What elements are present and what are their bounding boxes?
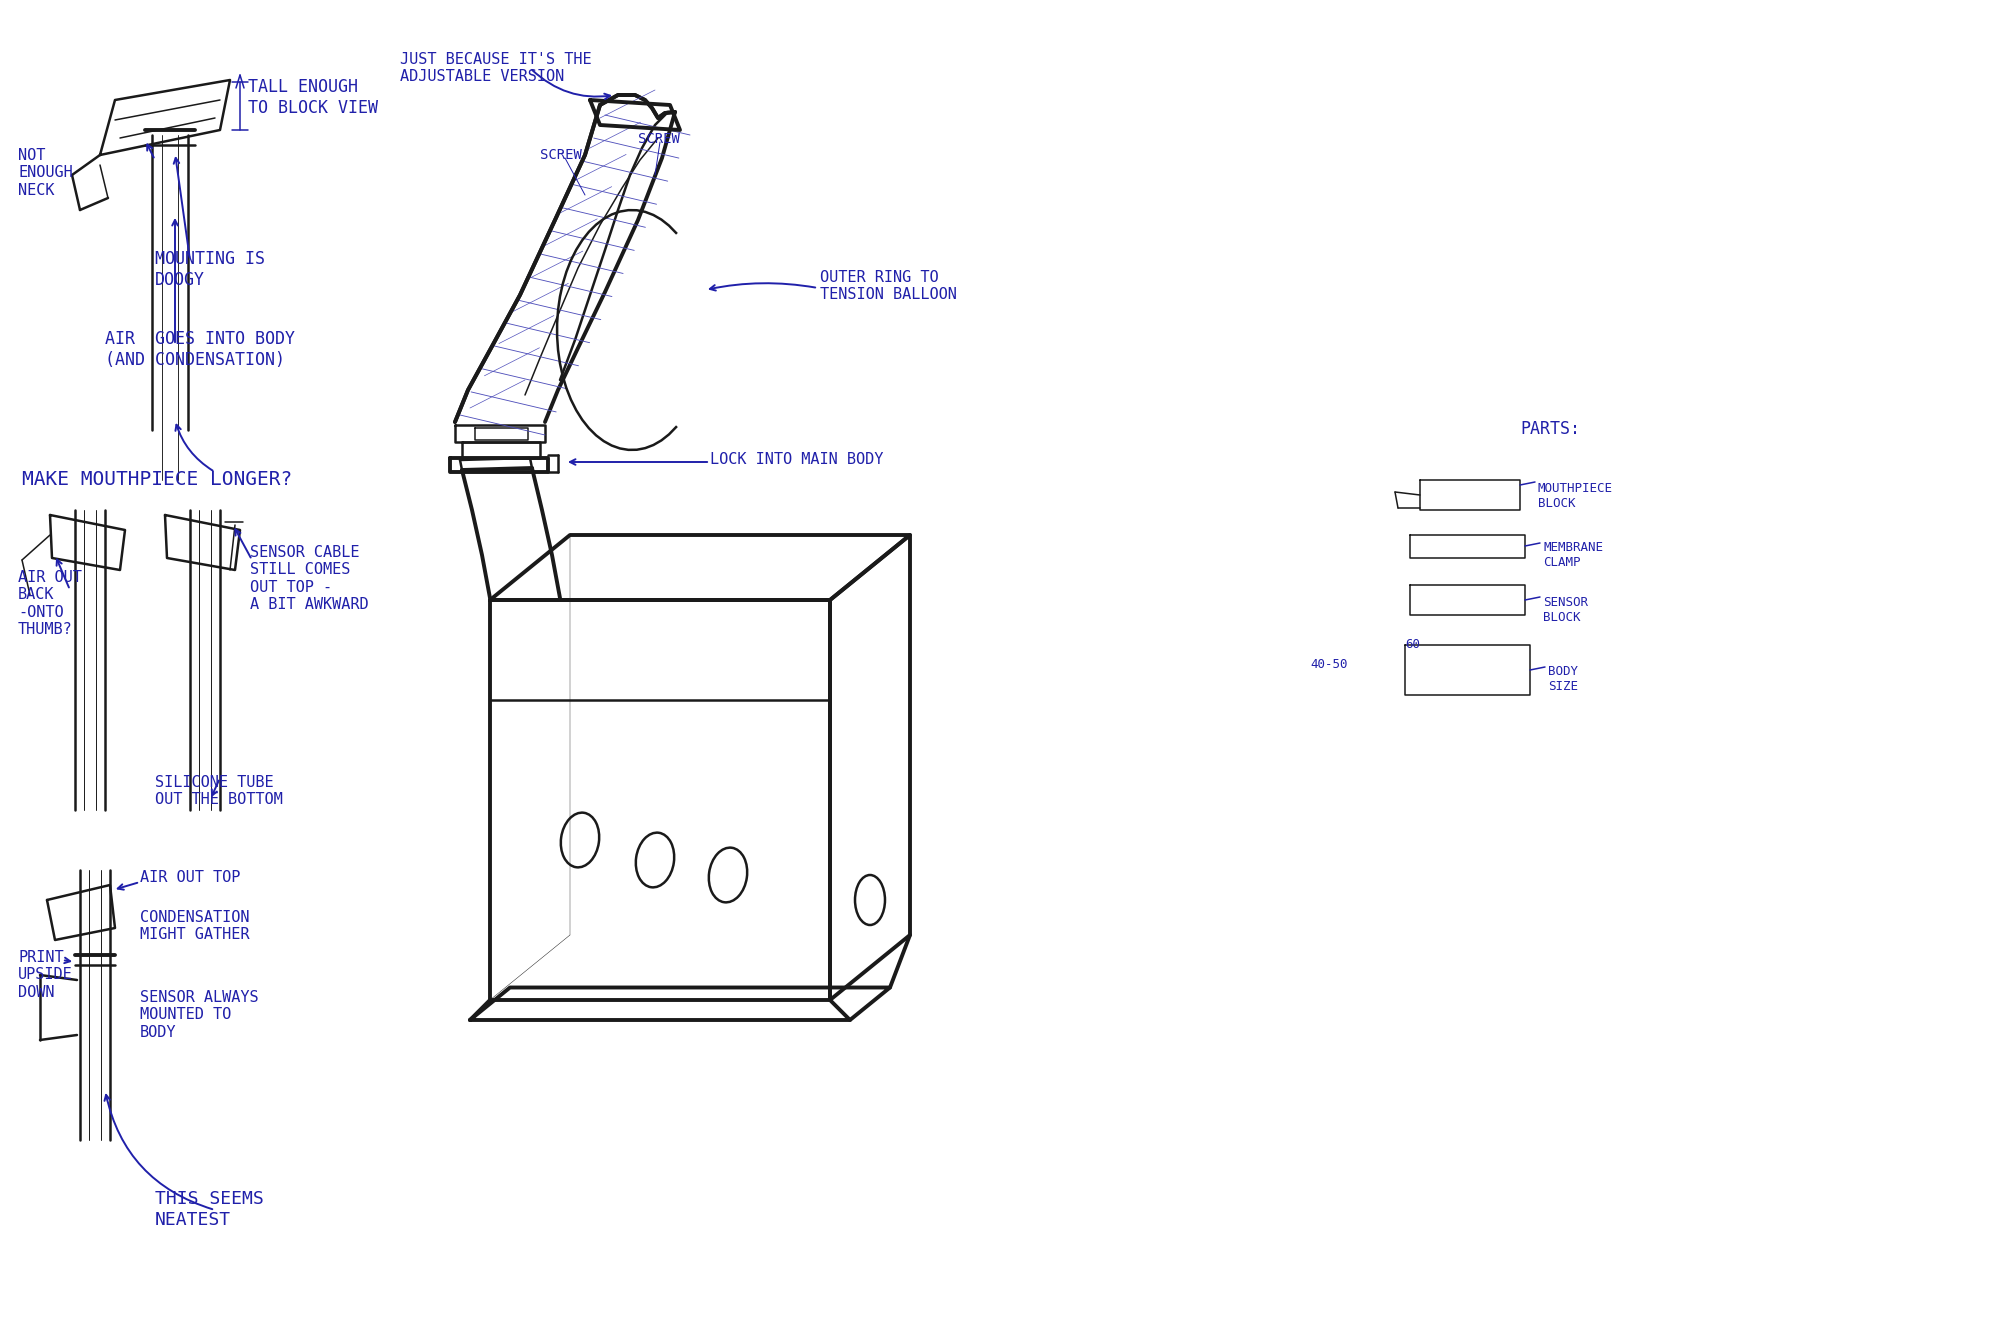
Text: PARTS:: PARTS: bbox=[1520, 420, 1580, 439]
Text: OUTER RING TO
TENSION BALLOON: OUTER RING TO TENSION BALLOON bbox=[820, 271, 956, 303]
Text: SENSOR ALWAYS
MOUNTED TO
BODY: SENSOR ALWAYS MOUNTED TO BODY bbox=[140, 990, 258, 1040]
Text: SILICONE TUBE
OUT THE BOTTOM: SILICONE TUBE OUT THE BOTTOM bbox=[156, 774, 282, 808]
Text: MEMBRANE
CLAMP: MEMBRANE CLAMP bbox=[1544, 541, 1604, 569]
Text: SENSOR
BLOCK: SENSOR BLOCK bbox=[1544, 596, 1588, 624]
Text: MOUNTING IS
DOOGY: MOUNTING IS DOOGY bbox=[156, 251, 264, 289]
Text: THIS SEEMS
NEATEST: THIS SEEMS NEATEST bbox=[156, 1190, 264, 1229]
Text: MAKE MOUTHPIECE LONGER?: MAKE MOUTHPIECE LONGER? bbox=[22, 471, 292, 489]
Text: 60: 60 bbox=[1404, 639, 1420, 651]
Text: AIR  GOES INTO BODY
(AND CONDENSATION): AIR GOES INTO BODY (AND CONDENSATION) bbox=[104, 331, 296, 369]
Text: MOUTHPIECE
BLOCK: MOUTHPIECE BLOCK bbox=[1538, 483, 1612, 511]
Text: AIR OUT TOP: AIR OUT TOP bbox=[140, 870, 240, 885]
Text: LOCK INTO MAIN BODY: LOCK INTO MAIN BODY bbox=[710, 452, 884, 467]
Text: BODY
SIZE: BODY SIZE bbox=[1548, 665, 1578, 693]
Text: SCREW: SCREW bbox=[540, 148, 582, 163]
Text: CONDENSATION
MIGHT GATHER: CONDENSATION MIGHT GATHER bbox=[140, 910, 250, 942]
Text: PRINT
UPSIDE
DOWN: PRINT UPSIDE DOWN bbox=[18, 950, 72, 1000]
Text: NOT
ENOUGH
NECK: NOT ENOUGH NECK bbox=[18, 148, 72, 197]
Text: AIR OUT
BACK
-ONTO
THUMB?: AIR OUT BACK -ONTO THUMB? bbox=[18, 571, 82, 637]
Text: SCREW: SCREW bbox=[638, 132, 680, 147]
Text: TALL ENOUGH
TO BLOCK VIEW: TALL ENOUGH TO BLOCK VIEW bbox=[248, 79, 378, 117]
Text: JUST BECAUSE IT'S THE
ADJUSTABLE VERSION: JUST BECAUSE IT'S THE ADJUSTABLE VERSION bbox=[400, 52, 592, 84]
Text: 40-50: 40-50 bbox=[1310, 659, 1348, 670]
Text: SENSOR CABLE
STILL COMES
OUT TOP -
A BIT AWKWARD: SENSOR CABLE STILL COMES OUT TOP - A BIT… bbox=[250, 545, 368, 612]
